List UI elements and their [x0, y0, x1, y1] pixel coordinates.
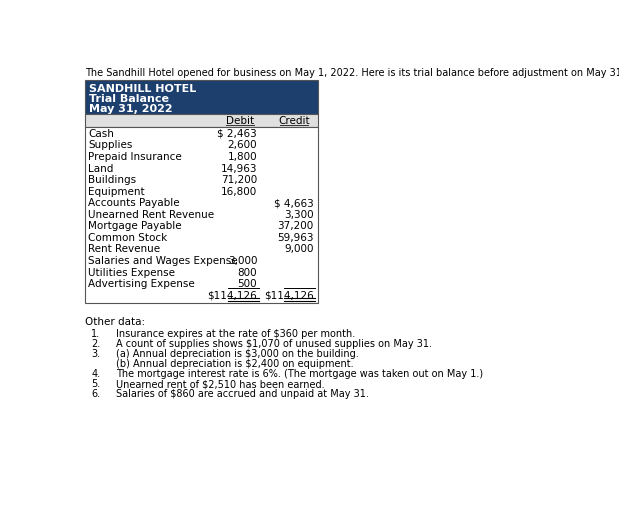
Text: Prepaid Insurance: Prepaid Insurance	[89, 152, 182, 162]
Text: 71,200: 71,200	[221, 175, 257, 185]
Text: The Sandhill Hotel opened for business on May 1, 2022. Here is its trial balance: The Sandhill Hotel opened for business o…	[85, 68, 619, 78]
Text: Trial Balance: Trial Balance	[89, 94, 169, 104]
Text: $114,126: $114,126	[207, 290, 257, 300]
Text: Other data:: Other data:	[85, 317, 145, 327]
Text: Credit: Credit	[279, 116, 310, 126]
Text: 2,600: 2,600	[228, 141, 257, 150]
Text: Unearned Rent Revenue: Unearned Rent Revenue	[89, 210, 214, 220]
Text: 1.: 1.	[92, 329, 100, 339]
Text: Utilities Expense: Utilities Expense	[89, 268, 175, 278]
Text: Advertising Expense: Advertising Expense	[89, 279, 195, 289]
Text: Unearned rent of $2,510 has been earned.: Unearned rent of $2,510 has been earned.	[116, 379, 325, 389]
FancyBboxPatch shape	[85, 80, 318, 114]
Text: 3,300: 3,300	[284, 210, 314, 220]
Text: 800: 800	[238, 268, 257, 278]
Text: 9,000: 9,000	[284, 244, 314, 254]
Text: Land: Land	[89, 163, 114, 174]
Text: $ 4,663: $ 4,663	[274, 198, 314, 208]
Text: Cash: Cash	[89, 129, 114, 139]
Text: 3,000: 3,000	[228, 256, 257, 266]
Text: 4.: 4.	[92, 369, 100, 379]
Text: The mortgage interest rate is 6%. (The mortgage was taken out on May 1.): The mortgage interest rate is 6%. (The m…	[116, 369, 483, 379]
Text: 16,800: 16,800	[221, 187, 257, 197]
Text: Insurance expires at the rate of $360 per month.: Insurance expires at the rate of $360 pe…	[116, 329, 355, 339]
Text: Accounts Payable: Accounts Payable	[89, 198, 180, 208]
Text: $114,126: $114,126	[264, 290, 314, 300]
Text: 37,200: 37,200	[277, 221, 314, 231]
Text: Rent Revenue: Rent Revenue	[89, 244, 160, 254]
Text: (b) Annual depreciation is $2,400 on equipment.: (b) Annual depreciation is $2,400 on equ…	[116, 359, 353, 369]
Text: Debit: Debit	[226, 116, 254, 126]
FancyBboxPatch shape	[85, 114, 318, 126]
Text: Supplies: Supplies	[89, 141, 132, 150]
Text: 2.: 2.	[92, 339, 100, 349]
Text: Buildings: Buildings	[89, 175, 136, 185]
Text: Salaries of $860 are accrued and unpaid at May 31.: Salaries of $860 are accrued and unpaid …	[116, 389, 369, 399]
Text: 14,963: 14,963	[221, 163, 257, 174]
Text: May 31, 2022: May 31, 2022	[89, 104, 173, 114]
Text: Equipment: Equipment	[89, 187, 145, 197]
Text: Salaries and Wages Expense: Salaries and Wages Expense	[89, 256, 238, 266]
Text: 1,800: 1,800	[228, 152, 257, 162]
Text: (a) Annual depreciation is $3,000 on the building.: (a) Annual depreciation is $3,000 on the…	[116, 349, 359, 359]
FancyBboxPatch shape	[85, 126, 318, 303]
Text: SANDHILL HOTEL: SANDHILL HOTEL	[89, 84, 196, 94]
Text: 6.: 6.	[92, 389, 100, 399]
Text: $ 2,463: $ 2,463	[217, 129, 257, 139]
Text: Common Stock: Common Stock	[89, 233, 168, 243]
Text: Mortgage Payable: Mortgage Payable	[89, 221, 182, 231]
Text: 5.: 5.	[92, 379, 100, 389]
Text: 500: 500	[238, 279, 257, 289]
Text: 59,963: 59,963	[277, 233, 314, 243]
Text: A count of supplies shows $1,070 of unused supplies on May 31.: A count of supplies shows $1,070 of unus…	[116, 339, 432, 349]
Text: 3.: 3.	[92, 349, 100, 359]
